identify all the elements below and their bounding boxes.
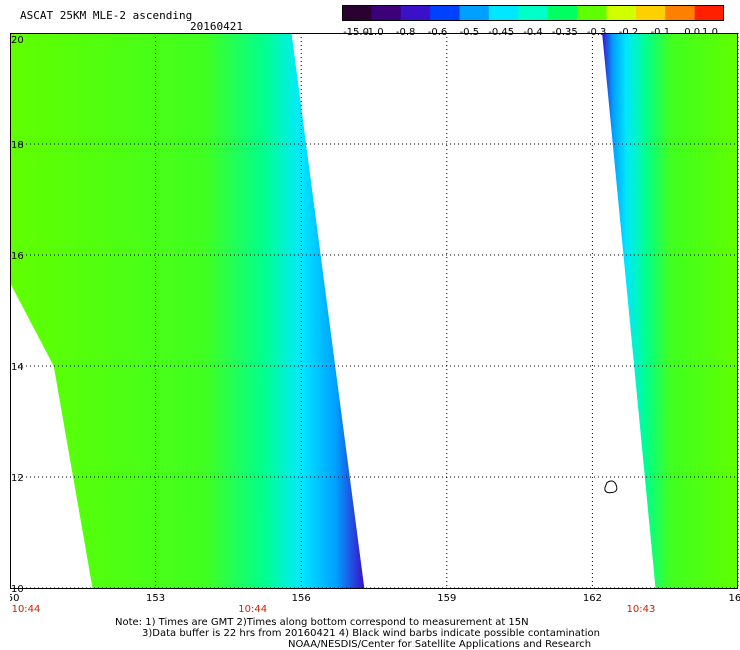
lat-tick-label: 18 bbox=[11, 140, 24, 151]
colorbar-swatch bbox=[577, 5, 608, 21]
colorbar-tick-label: -0.2 bbox=[619, 27, 639, 37]
east-swath bbox=[602, 33, 738, 588]
colorbar-swatch bbox=[342, 5, 372, 21]
lon-tick-label: 153 bbox=[146, 593, 165, 604]
colorbar-tick-label: -0.45 bbox=[488, 27, 514, 37]
map-plot: 150 153 156 159 162 165 20 18 16 14 12 10 10:44 10:44… bbox=[10, 33, 740, 615]
map-frame bbox=[10, 33, 738, 589]
colorbar-swatch bbox=[430, 5, 461, 21]
colorbar: -15.0-1.0 -0.8 -0.6 -0.5 -0.45 -0.4 -0.35 -0.3 -… bbox=[342, 5, 724, 37]
map-date: 20160421 bbox=[190, 20, 243, 33]
time-label: 10:43 bbox=[627, 604, 656, 615]
lon-tick-label: 150 bbox=[10, 593, 20, 604]
colorbar-tick-label: 1.0 bbox=[702, 27, 718, 37]
colorbar-swatch bbox=[606, 5, 637, 21]
lat-tick-label: 16 bbox=[11, 251, 24, 262]
lon-tick-label: 162 bbox=[583, 593, 602, 604]
colorbar-tick-label: -0.4 bbox=[523, 27, 543, 37]
lat-tick-label: 12 bbox=[11, 473, 24, 484]
colorbar-swatch bbox=[547, 5, 578, 21]
lat-tick-label: 10 bbox=[11, 584, 24, 595]
colorbar-tick-label: -0.5 bbox=[460, 27, 480, 37]
island-outline bbox=[604, 480, 618, 494]
colorbar-tick-label: -0.3 bbox=[587, 27, 607, 37]
colorbar-tick-label: -15.0 bbox=[343, 27, 369, 37]
colorbar-swatch bbox=[459, 5, 490, 21]
colorbar-tick-label: -1.0 bbox=[364, 27, 384, 37]
lon-tick-label: 156 bbox=[292, 593, 311, 604]
lat-tick-label: 20 bbox=[11, 35, 24, 46]
note-line-3: NOAA/NESDIS/Center for Satellite Applica… bbox=[288, 639, 592, 650]
colorbar-tick-label: 0.0 bbox=[684, 27, 700, 37]
colorbar-tick-label: -0.1 bbox=[651, 27, 671, 37]
colorbar-swatch bbox=[488, 5, 519, 21]
time-label: 10:44 bbox=[12, 604, 41, 615]
colorbar-tick-label: -0.35 bbox=[552, 27, 578, 37]
colorbar-swatch bbox=[694, 5, 724, 21]
note-line-1: Note: 1) Times are GMT 2)Times along bot… bbox=[115, 617, 529, 628]
colorbar-swatch bbox=[665, 5, 696, 21]
lat-tick-label: 14 bbox=[11, 362, 24, 373]
colorbar-swatch bbox=[635, 5, 666, 21]
colorbar-tick-label: -0.8 bbox=[396, 27, 416, 37]
colorbar-swatch bbox=[400, 5, 431, 21]
note-line-2: 3)Data buffer is 22 hrs from 20160421 4)… bbox=[142, 628, 600, 639]
colorbar-swatch bbox=[518, 5, 549, 21]
lon-tick-label: 159 bbox=[437, 593, 456, 604]
colorbar-frame bbox=[342, 5, 724, 21]
west-swath bbox=[10, 33, 365, 588]
time-label: 10:44 bbox=[238, 604, 267, 615]
colorbar-swatch bbox=[371, 5, 402, 21]
lon-tick-label: 165 bbox=[728, 593, 740, 604]
map-title: ASCAT 25KM MLE-2 ascending bbox=[20, 9, 193, 22]
colorbar-tick-label: -0.6 bbox=[428, 27, 448, 37]
